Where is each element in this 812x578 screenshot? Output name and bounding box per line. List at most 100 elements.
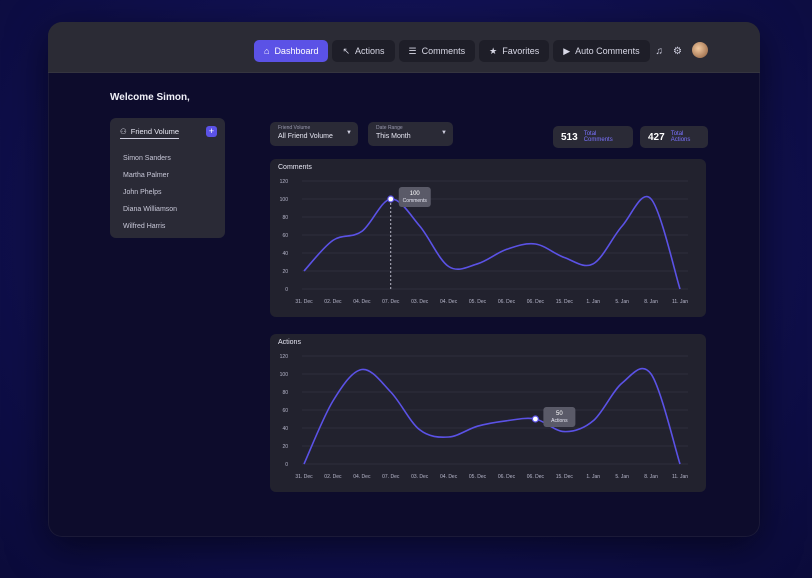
tab-actions[interactable]: ↖ Actions — [332, 40, 395, 62]
date-range-select[interactable]: Date Range This Month ▼ — [368, 122, 453, 146]
list-item[interactable]: Diana Williamson — [123, 206, 178, 213]
y-tick-label: 20 — [282, 444, 288, 450]
x-tick-label: 06. Dec — [527, 474, 545, 480]
x-tick-label: 07. Dec — [382, 474, 400, 480]
y-tick-label: 40 — [282, 426, 288, 432]
tooltip-label: Actions — [551, 418, 568, 424]
tab-auto-comments[interactable]: ▶ Auto Comments — [553, 40, 650, 62]
x-tick-label: 02. Dec — [324, 474, 342, 480]
tab-label: Dashboard — [274, 46, 319, 56]
y-tick-label: 120 — [280, 354, 289, 360]
friends-icon: ⚇ — [120, 127, 127, 136]
y-tick-label: 0 — [285, 287, 288, 293]
x-tick-label: 03. Dec — [411, 299, 429, 305]
home-icon: ⌂ — [264, 46, 270, 56]
y-tick-label: 80 — [282, 215, 288, 221]
main-nav: ⌂ Dashboard ↖ Actions ☰ Comments ★ Favorites ▶ Au… — [254, 40, 650, 62]
x-tick-label: 8. Jan — [644, 474, 658, 480]
tab-label: Actions — [355, 46, 385, 56]
tab-comments[interactable]: ☰ Comments — [398, 40, 476, 62]
series-line — [303, 367, 681, 465]
tab-favorites[interactable]: ★ Favorites — [479, 40, 550, 62]
x-tick-label: 02. Dec — [324, 299, 342, 305]
y-tick-label: 80 — [282, 390, 288, 396]
list-item[interactable]: Simon Sanders — [123, 155, 171, 162]
data-point-highlight[interactable] — [387, 195, 395, 203]
star-icon: ★ — [489, 45, 498, 56]
actions-chart-panel: Actions 0 20 40 60 80 100 120 31. Dec 02. Dec 04.… — [270, 334, 706, 492]
select-label: Date Range — [376, 125, 403, 131]
tab-label: Favorites — [502, 46, 540, 56]
chart-title: Actions — [278, 339, 301, 346]
x-tick-label: 31. Dec — [295, 299, 313, 305]
friend-list: Simon Sanders Martha Palmer John Phelps … — [123, 150, 177, 235]
x-tick-label: 31. Dec — [295, 474, 313, 480]
x-tick-label: 8. Jan — [644, 299, 658, 305]
friend-volume-header[interactable]: ⚇ Friend Volume — [120, 127, 180, 139]
top-bar: ⌂ Dashboard ↖ Actions ☰ Comments ★ Favorites ▶ Au… — [48, 22, 760, 73]
x-tick-label: 03. Dec — [411, 474, 429, 480]
tab-dashboard[interactable]: ⌂ Dashboard — [254, 40, 329, 62]
x-tick-label: 06. Dec — [498, 474, 516, 480]
x-tick-label: 04. Dec — [440, 299, 458, 305]
cursor-icon: ↖ — [342, 45, 351, 56]
x-tick-label: 11. Jan — [672, 474, 688, 480]
bell-icon[interactable]: ♫ — [655, 45, 664, 57]
y-tick-label: 40 — [282, 251, 288, 257]
list-item[interactable]: Wilfred Harris — [123, 223, 166, 230]
tooltip — [543, 407, 576, 427]
x-tick-label: 5. Jan — [615, 474, 629, 480]
friend-volume-select[interactable]: Friend Volume All Friend Volume ▼ — [270, 122, 358, 146]
chevron-down-icon: ▼ — [441, 130, 447, 136]
app-window: ⌂ Dashboard ↖ Actions ☰ Comments ★ Favorites ▶ Au… — [48, 22, 760, 537]
select-label: Friend Volume — [278, 125, 311, 131]
x-tick-label: 5. Jan — [615, 299, 629, 305]
stat-value: 513 — [561, 131, 578, 143]
x-tick-label: 06. Dec — [498, 299, 516, 305]
tab-label: Comments — [421, 46, 466, 56]
stat-value: 427 — [648, 131, 665, 143]
comments-chart-panel: Comments 0 20 40 60 80 100 120 31. Dec 02. Dec 04… — [270, 159, 706, 317]
gear-icon[interactable]: ⚙ — [673, 45, 682, 57]
friend-volume-panel: ⚇ Friend Volume + Simon Sanders Martha P… — [110, 118, 225, 238]
tooltip-label: Comments — [403, 198, 428, 204]
select-value: All Friend Volume — [278, 133, 333, 140]
chevron-down-icon: ▼ — [346, 130, 352, 136]
stat-label: Total Actions — [670, 131, 691, 143]
x-tick-label: 15. Dec — [556, 474, 574, 480]
tooltip-value: 100 — [410, 191, 421, 197]
y-tick-label: 60 — [282, 408, 288, 414]
data-point-highlight[interactable] — [531, 415, 539, 423]
x-tick-label: 11. Jan — [672, 299, 688, 305]
top-icons: ♫ ⚙ — [655, 42, 708, 58]
x-tick-label: 05. Dec — [469, 474, 487, 480]
x-tick-label: 04. Dec — [353, 299, 371, 305]
add-friend-button[interactable]: + — [206, 126, 217, 137]
list-item[interactable]: John Phelps — [123, 189, 162, 196]
x-tick-label: 1. Jan — [586, 299, 600, 305]
tooltip — [398, 187, 431, 207]
avatar[interactable] — [692, 42, 708, 58]
tab-label: Auto Comments — [575, 46, 640, 56]
list-item[interactable]: Martha Palmer — [123, 172, 169, 179]
welcome-heading: Welcome Simon, — [110, 92, 190, 103]
tooltip-value: 50 — [556, 411, 563, 417]
y-tick-label: 20 — [282, 269, 288, 275]
x-tick-label: 04. Dec — [353, 474, 371, 480]
x-tick-label: 06. Dec — [527, 299, 545, 305]
select-value: This Month — [376, 133, 411, 140]
series-line — [303, 195, 681, 290]
x-tick-label: 04. Dec — [440, 474, 458, 480]
y-tick-label: 120 — [280, 179, 289, 185]
x-tick-label: 05. Dec — [469, 299, 487, 305]
x-tick-label: 1. Jan — [586, 474, 600, 480]
play-icon: ▶ — [563, 45, 571, 56]
comments-icon: ☰ — [408, 45, 417, 56]
total-comments-stat: 513 Total Comments — [553, 126, 633, 148]
y-tick-label: 100 — [280, 372, 289, 378]
y-tick-label: 60 — [282, 233, 288, 239]
actions-chart: 0 20 40 60 80 100 120 31. Dec 02. Dec 04. Dec 07. … — [280, 354, 689, 480]
x-tick-label: 07. Dec — [382, 299, 400, 305]
total-actions-stat: 427 Total Actions — [640, 126, 708, 148]
friend-volume-title: Friend Volume — [130, 127, 180, 136]
